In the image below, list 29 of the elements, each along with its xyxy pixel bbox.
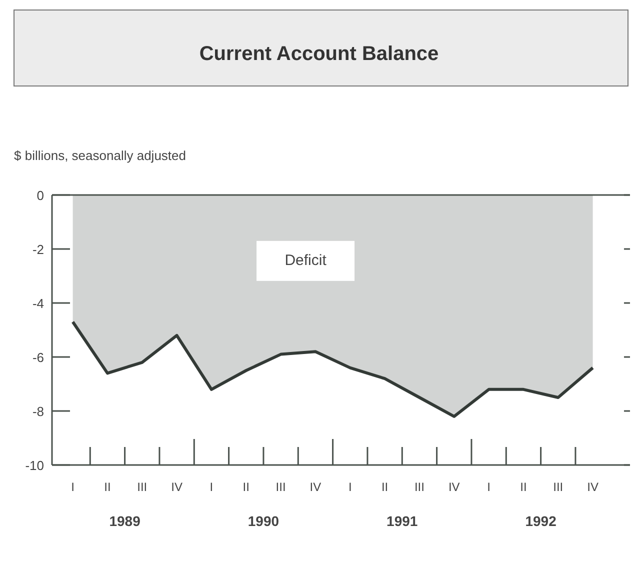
x-tick-label: II (242, 480, 250, 494)
x-tick-label: I (348, 480, 352, 494)
chart-title: Current Account Balance (199, 43, 439, 65)
text: 1992 (525, 513, 557, 529)
y-tick-label: -2 (32, 242, 44, 257)
x-tick-label: III (137, 480, 148, 494)
x-tick-label: IV (171, 480, 182, 494)
chart-subtitle: $ billions, seasonally adjusted (14, 148, 186, 163)
y-tick-label: -10 (25, 458, 44, 473)
text: 1989 (109, 513, 141, 529)
x-tick-label: I (210, 480, 214, 494)
x-tick-label: III (553, 480, 564, 494)
y-tick-label: -8 (32, 404, 44, 419)
text: 1990 (248, 513, 280, 529)
x-tick-label: IV (448, 480, 460, 494)
annotation: Deficit (284, 252, 328, 270)
x-tick-label: II (520, 480, 527, 494)
x-tick-label: II (381, 480, 388, 494)
x-tick-label: III (414, 480, 424, 494)
y-tick-label: -6 (32, 350, 44, 365)
x-tick-label: II (104, 480, 111, 494)
x-tick-label: I (487, 480, 490, 494)
x-tick-label: IV (587, 480, 598, 494)
x-tick-label: I (71, 480, 74, 494)
y-tick-label: -4 (32, 296, 44, 311)
x-tick-label: III (276, 480, 286, 494)
text: 1991 (386, 513, 418, 529)
x-tick-label: IV (310, 480, 322, 494)
y-tick-label: 0 (36, 188, 44, 203)
